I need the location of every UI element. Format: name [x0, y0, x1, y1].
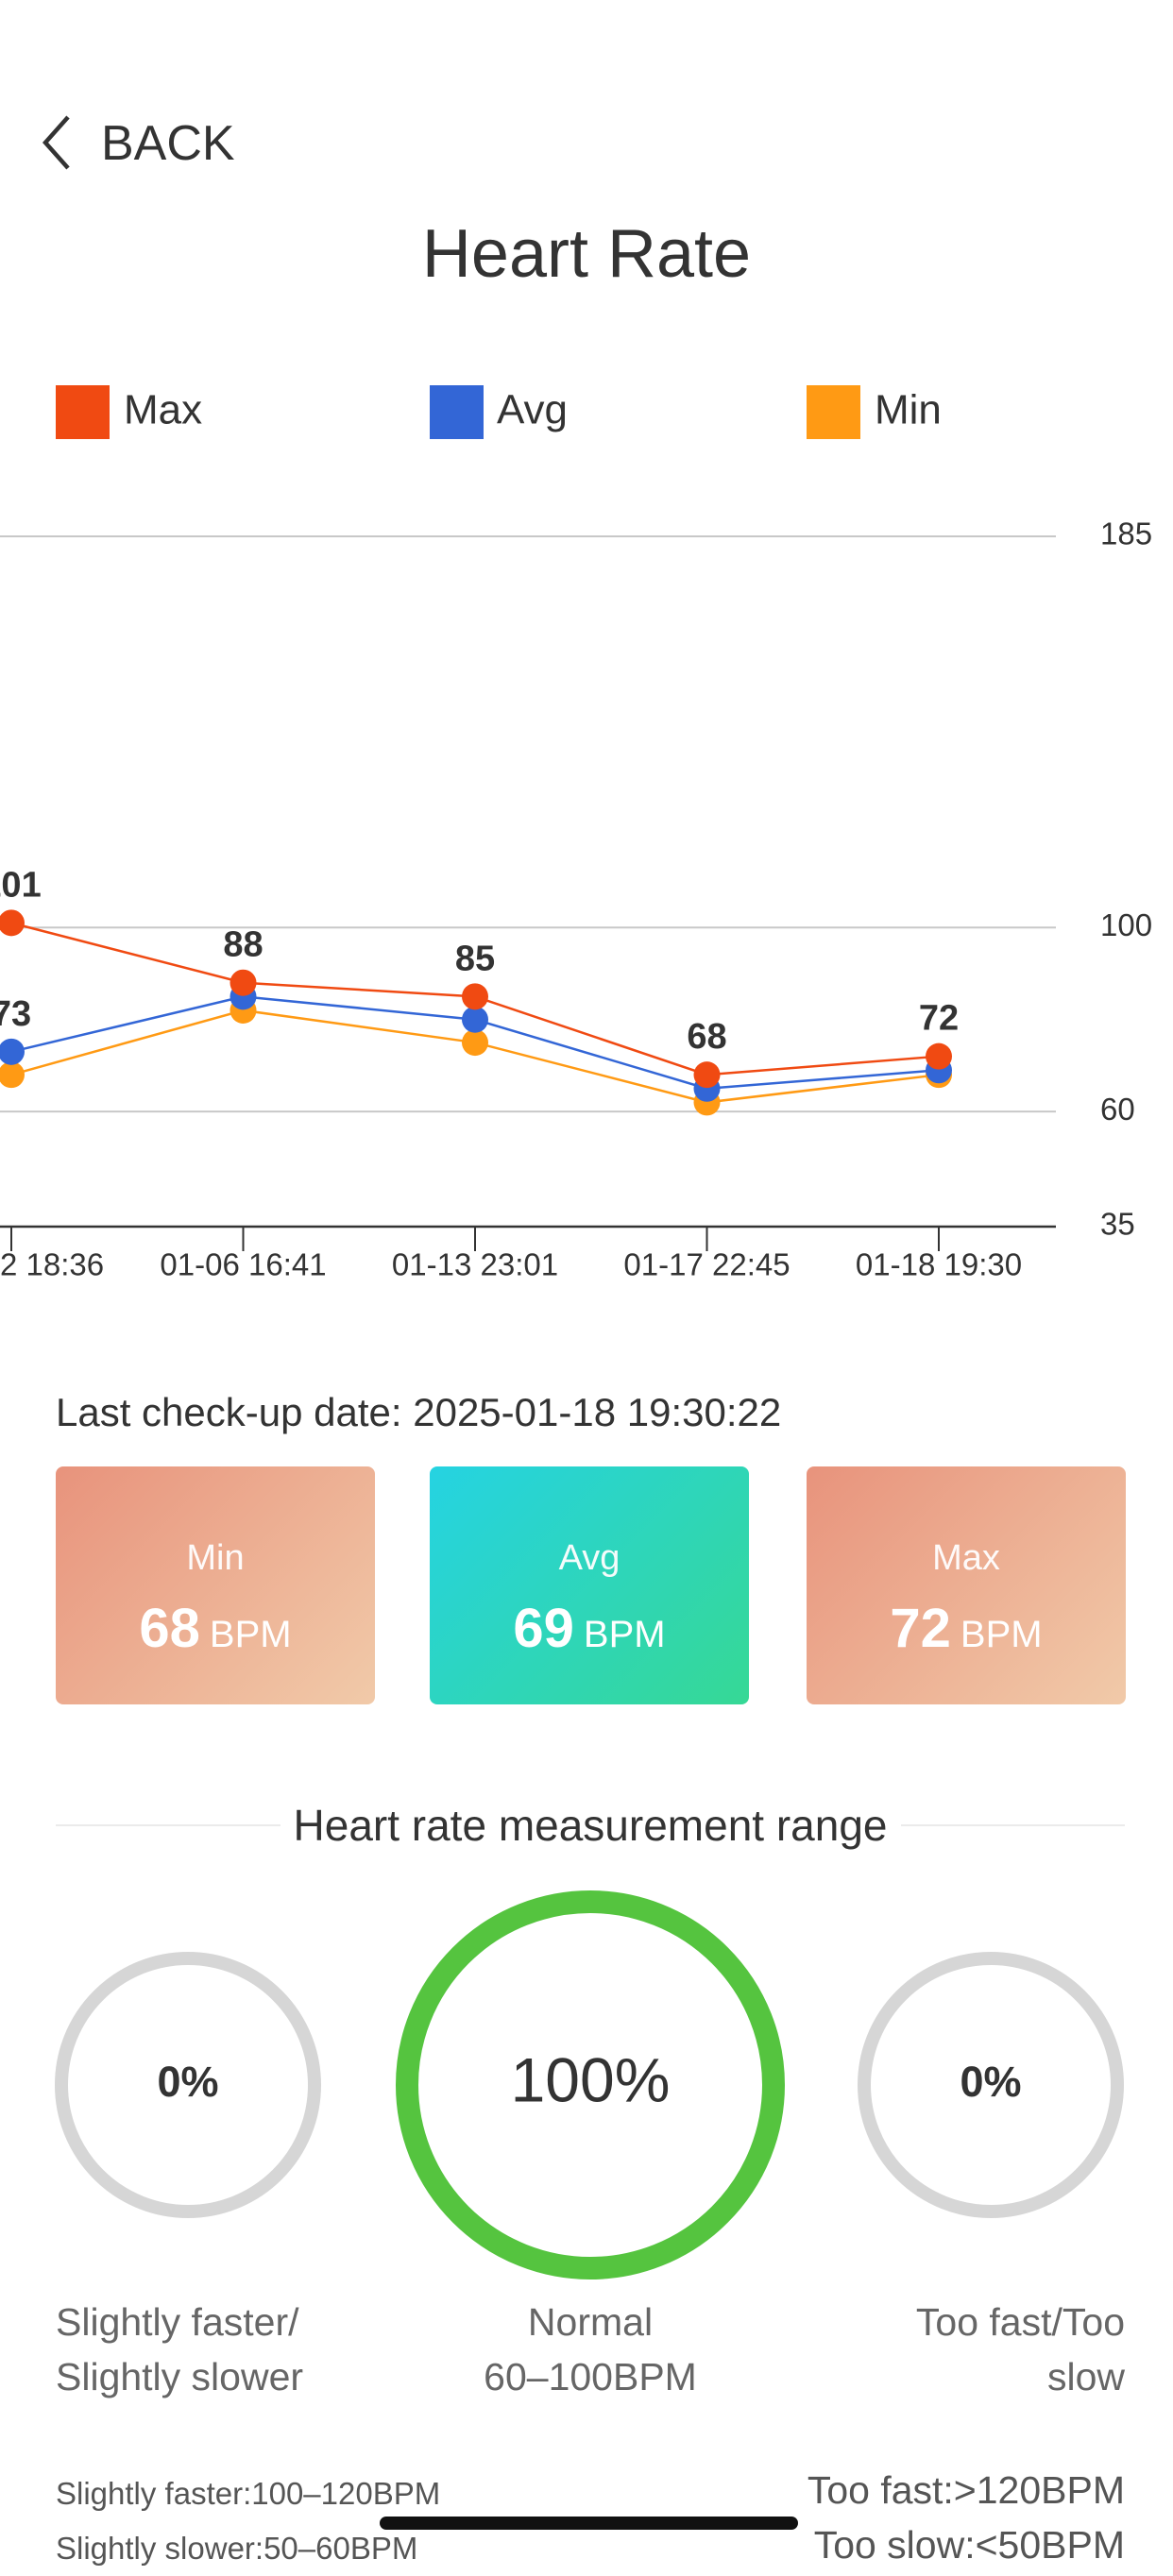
range-rings: 0% 100% 0% [55, 1890, 1124, 2279]
section-title: Heart rate measurement range [293, 1801, 888, 1850]
data-point [0, 1061, 25, 1089]
back-chevron[interactable] [38, 113, 76, 172]
data-point [462, 983, 488, 1010]
note: Slightly faster:100–120BPM [56, 2476, 441, 2511]
card-unit: BPM [960, 1614, 1043, 1655]
note: Too slow:<50BPM [813, 2523, 1125, 2567]
section-header: Heart rate measurement range [56, 1800, 1126, 1851]
caption-line: 60–100BPM [484, 2355, 697, 2398]
card-value: 72 [890, 1598, 951, 1659]
data-label: 101 [0, 865, 42, 905]
last-checkup: Last check-up date: 2025-01-18 19:30:22 [56, 1390, 782, 1434]
stat-card: Min 68 BPM [56, 1466, 375, 1704]
chart: Max Avg Min 35 60 100 185 2 18:36 01-06 16:41 01-… [0, 385, 1152, 1282]
home-indicator [380, 2517, 798, 2530]
caption-line: Too fast/Too [915, 2300, 1125, 2344]
card-label: Avg [558, 1538, 620, 1578]
ring-caption: Too fast/Too slow [916, 2295, 1125, 2404]
card-label: Max [932, 1538, 1000, 1578]
caption-line: Slightly slower [56, 2355, 304, 2398]
data-point [462, 1029, 488, 1057]
data-label: 88 [223, 925, 263, 965]
caption-line: Normal [527, 2300, 654, 2344]
legend-swatch [807, 385, 860, 439]
note: Too fast:>120BPM [807, 2468, 1125, 2512]
note: Slightly slower:50–60BPM [56, 2531, 418, 2566]
data-point [462, 1006, 488, 1033]
ring-percent: 0% [157, 2058, 218, 2106]
caption-line: slow [1046, 2355, 1125, 2398]
data-point [230, 969, 257, 996]
x-tick-label: 2 18:36 [0, 1247, 104, 1282]
card-value: 69 [513, 1598, 574, 1659]
card-unit: BPM [209, 1614, 292, 1655]
legend-swatch [430, 385, 484, 439]
card-value: 68 [139, 1598, 200, 1659]
back-button[interactable]: BACK [101, 116, 235, 171]
data-point [926, 1042, 952, 1070]
data-point [0, 1038, 25, 1065]
data-label: 72 [919, 999, 959, 1039]
card-label: Min [186, 1538, 245, 1578]
stat-card: Max 72 BPM [807, 1466, 1126, 1704]
ring [858, 1952, 1124, 2218]
ring-caption: Slightly faster/Slightly slower [56, 2295, 303, 2404]
y-tick-label: 60 [1100, 1092, 1135, 1127]
legend-label: Max [124, 387, 202, 433]
x-tick-label: 01-18 19:30 [856, 1247, 1022, 1282]
data-point [693, 1061, 721, 1089]
ring-caption: Normal 60–100BPM [401, 2295, 779, 2404]
y-tick-label: 100 [1100, 907, 1152, 942]
notes-right: Too fast:>120BPM Too slow:<50BPM [808, 2463, 1125, 2572]
y-tick-label: 185 [1100, 517, 1152, 551]
ring-percent: 0% [960, 2058, 1021, 2106]
data-label: 73 [0, 994, 31, 1034]
data-point [0, 909, 25, 937]
card-unit: BPM [583, 1614, 666, 1655]
x-tick-label: 01-06 16:41 [160, 1247, 326, 1282]
page-title: Heart Rate [421, 216, 752, 292]
ring [396, 1890, 785, 2279]
ring-percent: 100% [511, 2044, 671, 2114]
x-tick-label: 01-13 23:01 [392, 1247, 558, 1282]
data-label: 85 [455, 939, 495, 978]
y-tick-label: 35 [1100, 1207, 1135, 1242]
x-tick-label: 01-17 22:45 [623, 1247, 790, 1282]
data-label: 68 [687, 1017, 726, 1057]
ring [55, 1952, 321, 2218]
legend-label: Min [875, 387, 942, 433]
legend-swatch [56, 385, 110, 439]
stat-card: Avg 69 BPM [430, 1466, 749, 1704]
legend-label: Avg [497, 387, 568, 433]
caption-line: Slightly faster/ [56, 2300, 299, 2344]
